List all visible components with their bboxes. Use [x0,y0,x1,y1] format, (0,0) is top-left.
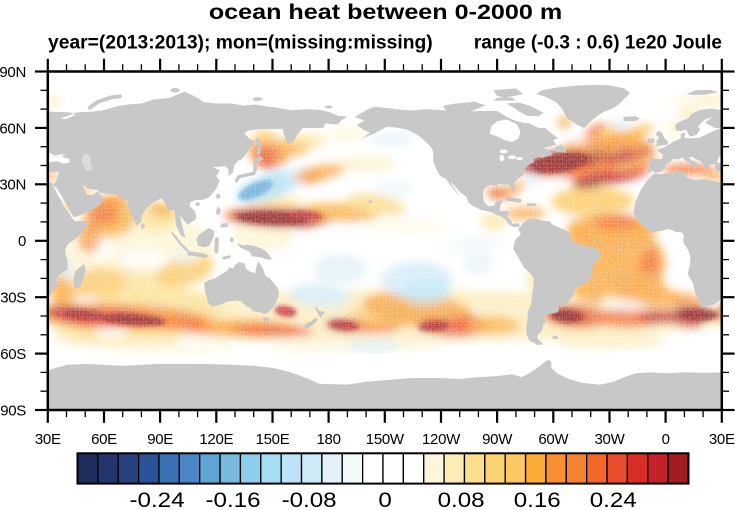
svg-text:120E: 120E [199,431,233,448]
svg-text:150E: 150E [256,431,290,448]
svg-text:90S: 90S [0,402,26,419]
svg-text:60E: 60E [91,431,117,448]
svg-text:year=(2013:2013); mon=(missing: year=(2013:2013); mon=(missing:missing) [48,33,433,54]
svg-text:0.24: 0.24 [590,488,637,510]
svg-text:range (-0.3 : 0.6) 1e20 Joule: range (-0.3 : 0.6) 1e20 Joule [474,33,722,54]
svg-text:120W: 120W [422,431,461,448]
svg-text:60S: 60S [0,346,26,363]
svg-text:30W: 30W [595,431,626,448]
svg-text:0: 0 [18,233,26,250]
svg-text:0: 0 [662,431,670,448]
svg-text:-0.24: -0.24 [129,488,184,510]
svg-text:0: 0 [378,488,391,510]
svg-text:60N: 60N [0,120,26,137]
svg-text:30N: 30N [0,177,26,194]
svg-text:0.08: 0.08 [438,488,485,510]
svg-text:-0.16: -0.16 [205,488,260,510]
svg-text:30E: 30E [709,431,735,448]
svg-text:-0.08: -0.08 [282,488,337,510]
svg-text:30E: 30E [35,431,61,448]
svg-text:0.16: 0.16 [514,488,561,510]
svg-text:150W: 150W [366,431,405,448]
svg-text:30S: 30S [0,290,26,307]
svg-text:90W: 90W [482,431,513,448]
svg-text:ocean heat between 0-2000 m: ocean heat between 0-2000 m [209,0,562,24]
svg-text:90N: 90N [0,64,26,81]
svg-text:90E: 90E [147,431,173,448]
svg-text:180: 180 [317,431,341,448]
svg-text:60W: 60W [538,431,569,448]
